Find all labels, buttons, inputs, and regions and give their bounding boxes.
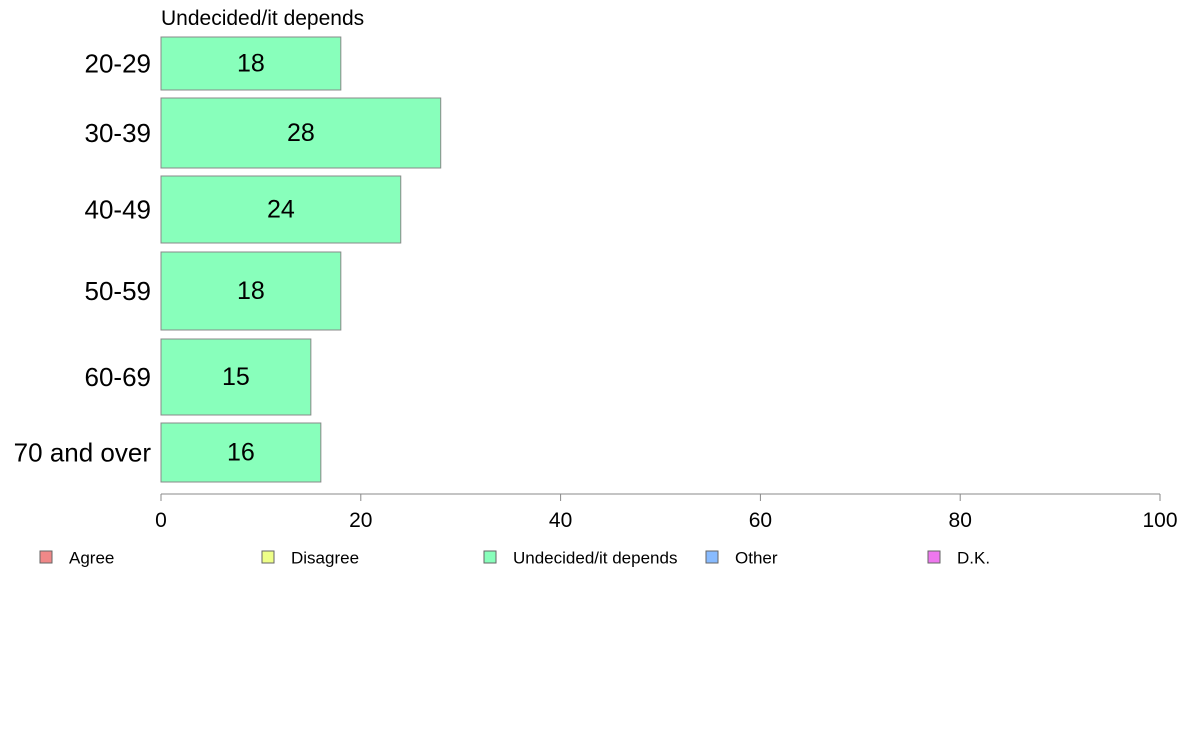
category-label: 40-49 [85, 195, 152, 225]
bar [160, 175, 402, 244]
x-tick-label: 80 [949, 509, 972, 532]
legend-label: Agree [69, 549, 114, 568]
bar-value-label: 15 [222, 363, 250, 391]
category-label: 70 and over [14, 438, 152, 468]
category-label: 50-59 [85, 276, 152, 306]
bar-value-label: 18 [237, 50, 265, 78]
legend-label: D.K. [957, 549, 990, 568]
bar [160, 97, 442, 169]
bar-value-label: 18 [237, 277, 265, 305]
x-tick-label: 100 [1142, 509, 1177, 532]
x-tick-label: 20 [349, 509, 372, 532]
bars-layer: 20-29 18 30-39 28 40-49 24 50-59 18 60-69 15 70 an… [14, 36, 442, 483]
legend-swatch [483, 550, 497, 564]
bar-value-label: 16 [227, 439, 255, 467]
chart-title: Undecided/it depends [161, 7, 364, 30]
category-label: 30-39 [85, 118, 152, 148]
category-label: 20-29 [85, 49, 152, 79]
legend-label: Undecided/it depends [513, 549, 677, 568]
legend-swatch [39, 550, 53, 564]
legend-swatch [705, 550, 719, 564]
x-tick-label: 60 [749, 509, 772, 532]
category-label: 60-69 [85, 362, 152, 392]
legend-label: Other [735, 549, 778, 568]
bar [160, 251, 342, 331]
x-axis: 0 20 40 60 80 100 [155, 493, 1178, 532]
bar-value-label: 24 [267, 196, 295, 224]
x-tick-label: 0 [155, 509, 167, 532]
legend: Agree Disagree Undecided/it depends Other D.… [39, 549, 990, 568]
bar [160, 36, 342, 91]
x-tick-label: 40 [549, 509, 572, 532]
legend-swatch [927, 550, 941, 564]
bar [160, 422, 322, 483]
bar [160, 338, 312, 416]
bar-value-label: 28 [287, 119, 315, 147]
legend-label: Disagree [291, 549, 359, 568]
legend-swatch [261, 550, 275, 564]
